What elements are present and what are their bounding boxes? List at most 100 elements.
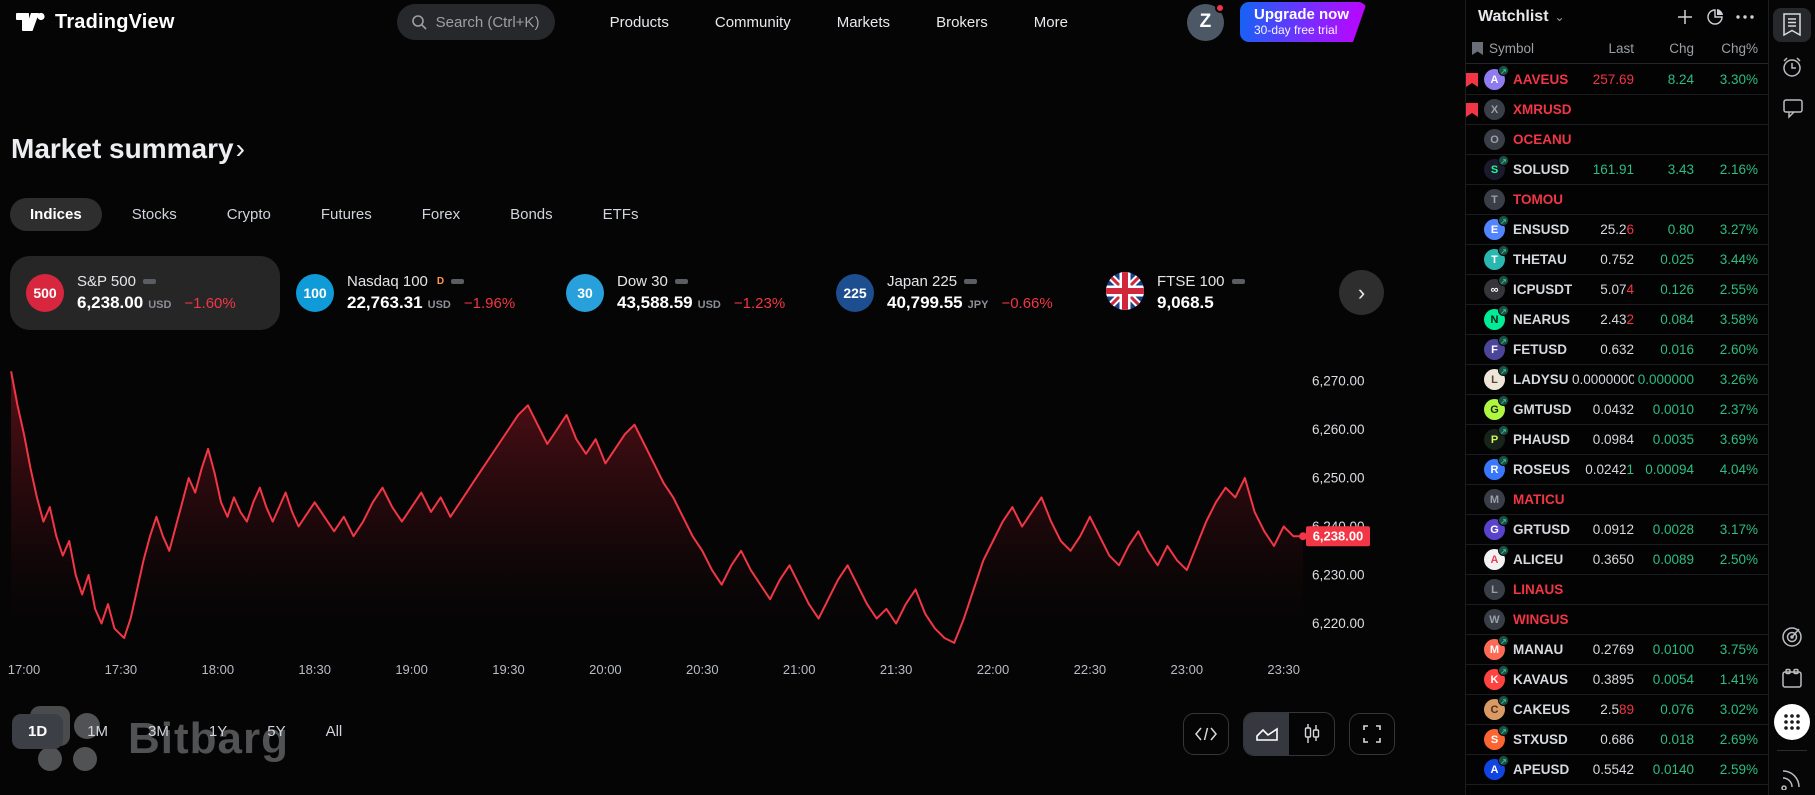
watchlist-row-gmtusd[interactable]: G ↗ GMTUSD 0.0432 0.0010 2.37% (1466, 395, 1768, 425)
watchlist-row-cakeus[interactable]: C ↗ CAKEUS 2.589 0.076 3.02% (1466, 695, 1768, 725)
search-placeholder: Search (Ctrl+K) (435, 13, 540, 31)
up-arrow-badge-icon: ↗ (1498, 695, 1509, 706)
avatar[interactable]: Z (1186, 2, 1225, 41)
tab-forex[interactable]: Forex (402, 198, 480, 231)
coin-icon-solusd: S ↗ (1484, 155, 1509, 180)
candles-chart-button[interactable] (1289, 713, 1334, 755)
watchlist-row-aaveus[interactable]: A ↗ AAVEUS 257.69 8.24 3.30% (1466, 65, 1768, 95)
watchlist-row-aliceu[interactable]: A ↗ ALICEU 0.3650 0.0089 2.50% (1466, 545, 1768, 575)
change-cell: 0.80 (1667, 222, 1694, 237)
portfolio-pie-button[interactable] (1700, 3, 1730, 31)
watchlist-row-tomou[interactable]: T TOMOU (1466, 185, 1768, 215)
flag-slot (1466, 755, 1480, 785)
watchlist-row-roseus[interactable]: R ↗ ROSEUS 0.02421 0.00094 4.04% (1466, 455, 1768, 485)
card-value-row: 6,238.00 USD −1.60% (77, 293, 236, 313)
watchlist-row-solusd[interactable]: S ↗ SOLUSD 161.91 3.43 2.16% (1466, 155, 1768, 185)
range-1m[interactable]: 1M (71, 714, 124, 749)
screener-rail-button[interactable] (1773, 620, 1811, 654)
calendar-rail-button[interactable] (1773, 662, 1811, 696)
flag-slot (1466, 305, 1480, 335)
watchlist-row-oceanu[interactable]: O OCEANU (1466, 125, 1768, 155)
apps-grid-button[interactable] (1774, 704, 1810, 740)
watchlist-row-apeusd[interactable]: A ↗ APEUSD 0.5542 0.0140 2.59% (1466, 755, 1768, 785)
x-axis-label: 20:00 (589, 662, 622, 677)
watchlist-row-wingus[interactable]: W WINGUS (1466, 605, 1768, 635)
alerts-rail-button[interactable] (1773, 50, 1811, 84)
source-code-button[interactable] (1183, 713, 1229, 755)
cards-next-button[interactable]: › (1339, 270, 1384, 315)
index-card-nasdaq-100[interactable]: 100 Nasdaq 100 D 22,763.31 USD −1.96% (280, 256, 550, 330)
coin-icon-ensusd: E ↗ (1484, 215, 1509, 240)
watchlist-row-grtusd[interactable]: G ↗ GRTUSD 0.0912 0.0028 3.17% (1466, 515, 1768, 545)
range-1y[interactable]: 1Y (193, 714, 243, 749)
x-axis-label: 22:30 (1074, 662, 1107, 677)
y-axis-label: 6,260.00 (1312, 422, 1365, 437)
nav-item-community[interactable]: Community (714, 13, 791, 31)
index-card-ftse-100[interactable]: FTSE 100 9,068.5 (1090, 256, 1360, 330)
watchlist-row-stxusd[interactable]: S ↗ STXUSD 0.686 0.018 2.69% (1466, 725, 1768, 755)
nav-item-more[interactable]: More (1033, 13, 1068, 31)
watchlist-row-icpusdt[interactable]: ∞ ↗ ICPUSDT 5.074 0.126 2.55% (1466, 275, 1768, 305)
last-price-cell: 0.632 (1600, 342, 1634, 357)
watchlist-column-headers[interactable]: Symbol Last Chg Chg% (1466, 34, 1768, 64)
watchlist-row-manau[interactable]: M ↗ MANAU 0.2769 0.0100 3.75% (1466, 635, 1768, 665)
tab-bonds[interactable]: Bonds (490, 198, 573, 231)
pie-chart-icon (1707, 9, 1723, 25)
coin-icon-nearus: N ↗ (1484, 305, 1509, 330)
watchlist-row-nearus[interactable]: N ↗ NEARUS 2.432 0.084 3.58% (1466, 305, 1768, 335)
chat-rail-button[interactable] (1773, 92, 1811, 126)
watchlist-row-thetau[interactable]: T ↗ THETAU 0.752 0.025 3.44% (1466, 245, 1768, 275)
page-title[interactable]: Market summary› (11, 133, 245, 164)
change-cell: 0.084 (1660, 312, 1694, 327)
fullscreen-button[interactable] (1349, 713, 1395, 755)
nav-item-markets[interactable]: Markets (836, 13, 891, 31)
watchlist-menu-button[interactable] (1730, 3, 1760, 31)
range-5y[interactable]: 5Y (251, 714, 301, 749)
change-cell: 0.000000 (1637, 372, 1694, 387)
range-1d[interactable]: 1D (12, 714, 64, 749)
tab-etfs[interactable]: ETFs (583, 198, 659, 231)
index-card-dow-30[interactable]: 30 Dow 30 43,588.59 USD −1.23% (550, 256, 820, 330)
upgrade-button[interactable]: Upgrade now 30-day free trial (1239, 2, 1367, 42)
range-all[interactable]: All (310, 714, 359, 749)
x-axis-label: 23:00 (1171, 662, 1204, 677)
nav-item-products[interactable]: Products (609, 13, 669, 31)
flag-icon (1472, 42, 1483, 55)
watchlist-row-linaus[interactable]: L LINAUS (1466, 575, 1768, 605)
index-card-s-p-500[interactable]: 500 S&P 500 6,238.00 USD −1.60% (10, 256, 280, 330)
area-chart-button[interactable] (1244, 713, 1289, 755)
add-symbol-button[interactable] (1670, 3, 1700, 31)
search-input[interactable]: Search (Ctrl+K) (396, 4, 555, 40)
watchlist-row-ladysu[interactable]: L ↗ LADYSU 0.0000000 0.000000 3.26% (1466, 365, 1768, 395)
nav-item-brokers[interactable]: Brokers (936, 13, 988, 31)
change-percent-cell: 3.30% (1719, 72, 1758, 87)
chart-area-fill (11, 371, 1304, 652)
watchlist-rows: A ↗ AAVEUS 257.69 8.24 3.30% X XMRUSD O OCEANU S ↗ S… (1466, 65, 1768, 795)
tab-stocks[interactable]: Stocks (112, 198, 197, 231)
search-icon (411, 15, 427, 30)
flag-slot (1466, 275, 1480, 305)
watchlist-row-kavaus[interactable]: K ↗ KAVAUS 0.3895 0.0054 1.41% (1466, 665, 1768, 695)
watchlist-row-xmrusd[interactable]: X XMRUSD (1466, 95, 1768, 125)
up-arrow-badge-icon: ↗ (1498, 545, 1509, 556)
tab-crypto[interactable]: Crypto (207, 198, 291, 231)
change-cell: 0.00094 (1645, 462, 1694, 477)
news-feed-rail-button[interactable] (1773, 761, 1811, 795)
brand-logo-home[interactable]: TradingView (16, 11, 175, 34)
price-chart[interactable]: 6,270.006,260.006,250.006,240.006,230.00… (0, 352, 1465, 687)
watchlist-title[interactable]: Watchlist (1478, 8, 1549, 25)
change-cell: 0.0028 (1652, 522, 1694, 537)
watchlist-caret-icon[interactable]: ⌄ (1554, 10, 1565, 24)
watchlist-row-fetusd[interactable]: F ↗ FETUSD 0.632 0.016 2.60% (1466, 335, 1768, 365)
watchlist-row-maticu[interactable]: M MATICU (1466, 485, 1768, 515)
tab-futures[interactable]: Futures (301, 198, 392, 231)
watchlist-row-ensusd[interactable]: E ↗ ENSUSD 25.26 0.80 3.27% (1466, 215, 1768, 245)
range-3m[interactable]: 3M (132, 714, 185, 749)
minus-marker-icon (142, 279, 156, 284)
index-card-japan-225[interactable]: 225 Japan 225 40,799.55 JPY −0.66% (820, 256, 1090, 330)
card-value: 43,588.59 (617, 293, 693, 312)
tab-indices[interactable]: Indices (10, 198, 102, 231)
watchlist-row-phausd[interactable]: P ↗ PHAUSD 0.0984 0.0035 3.69% (1466, 425, 1768, 455)
watchlist-rail-button[interactable] (1773, 8, 1811, 42)
